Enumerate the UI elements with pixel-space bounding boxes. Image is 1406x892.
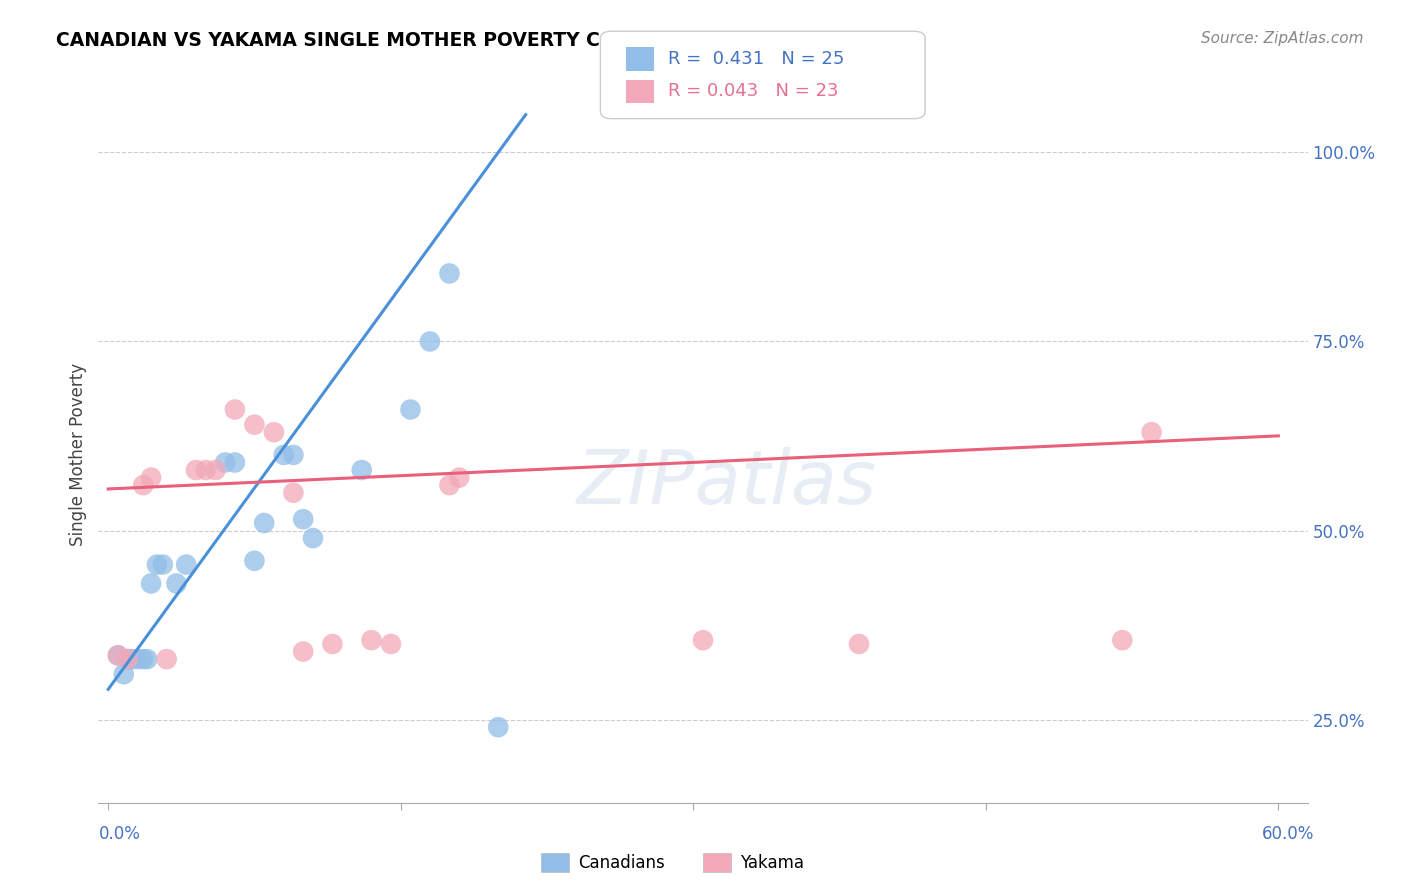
Point — [132, 652, 155, 666]
Text: 60.0%: 60.0% — [1263, 825, 1315, 843]
Point — [1111, 633, 1133, 648]
Point — [127, 652, 149, 666]
Point — [121, 652, 143, 666]
Point — [132, 478, 155, 492]
Point — [165, 576, 187, 591]
Text: R =  0.431   N = 25: R = 0.431 N = 25 — [668, 50, 844, 68]
Text: 0.0%: 0.0% — [98, 825, 141, 843]
Point — [292, 512, 315, 526]
Point — [184, 463, 207, 477]
Text: R = 0.043   N = 23: R = 0.043 N = 23 — [668, 82, 838, 100]
Point — [449, 470, 471, 484]
Point — [107, 648, 129, 663]
Point — [152, 558, 174, 572]
Point — [273, 448, 295, 462]
Point — [486, 720, 509, 734]
Text: CANADIAN VS YAKAMA SINGLE MOTHER POVERTY CORRELATION CHART: CANADIAN VS YAKAMA SINGLE MOTHER POVERTY… — [56, 31, 811, 50]
Point — [439, 478, 461, 492]
Point — [321, 637, 343, 651]
Point — [224, 402, 246, 417]
Point — [146, 558, 169, 572]
Point — [399, 402, 422, 417]
Text: Canadians: Canadians — [578, 854, 665, 871]
Point — [380, 637, 402, 651]
Text: Source: ZipAtlas.com: Source: ZipAtlas.com — [1201, 31, 1364, 46]
Point — [439, 267, 461, 281]
Point — [107, 648, 129, 663]
Text: ZIPatlas: ZIPatlas — [576, 447, 877, 519]
Point — [139, 470, 162, 484]
Point — [224, 455, 246, 469]
Point — [302, 531, 325, 545]
Point — [848, 637, 870, 651]
Point — [692, 633, 714, 648]
Point — [117, 652, 139, 666]
Point — [204, 463, 226, 477]
Point — [360, 633, 382, 648]
Point — [1140, 425, 1163, 440]
Point — [253, 516, 276, 530]
Point — [350, 463, 373, 477]
Point — [112, 667, 135, 681]
Point — [292, 644, 315, 658]
Point — [139, 576, 162, 591]
Point — [283, 448, 305, 462]
Point — [419, 334, 441, 349]
Point — [243, 417, 266, 432]
Point — [283, 485, 305, 500]
Point — [194, 463, 217, 477]
Text: Yakama: Yakama — [740, 854, 804, 871]
Point — [263, 425, 285, 440]
Point — [174, 558, 197, 572]
Point — [156, 652, 179, 666]
Point — [117, 652, 139, 666]
Y-axis label: Single Mother Poverty: Single Mother Poverty — [69, 363, 87, 547]
Point — [214, 455, 236, 469]
Point — [243, 554, 266, 568]
Point — [136, 652, 159, 666]
